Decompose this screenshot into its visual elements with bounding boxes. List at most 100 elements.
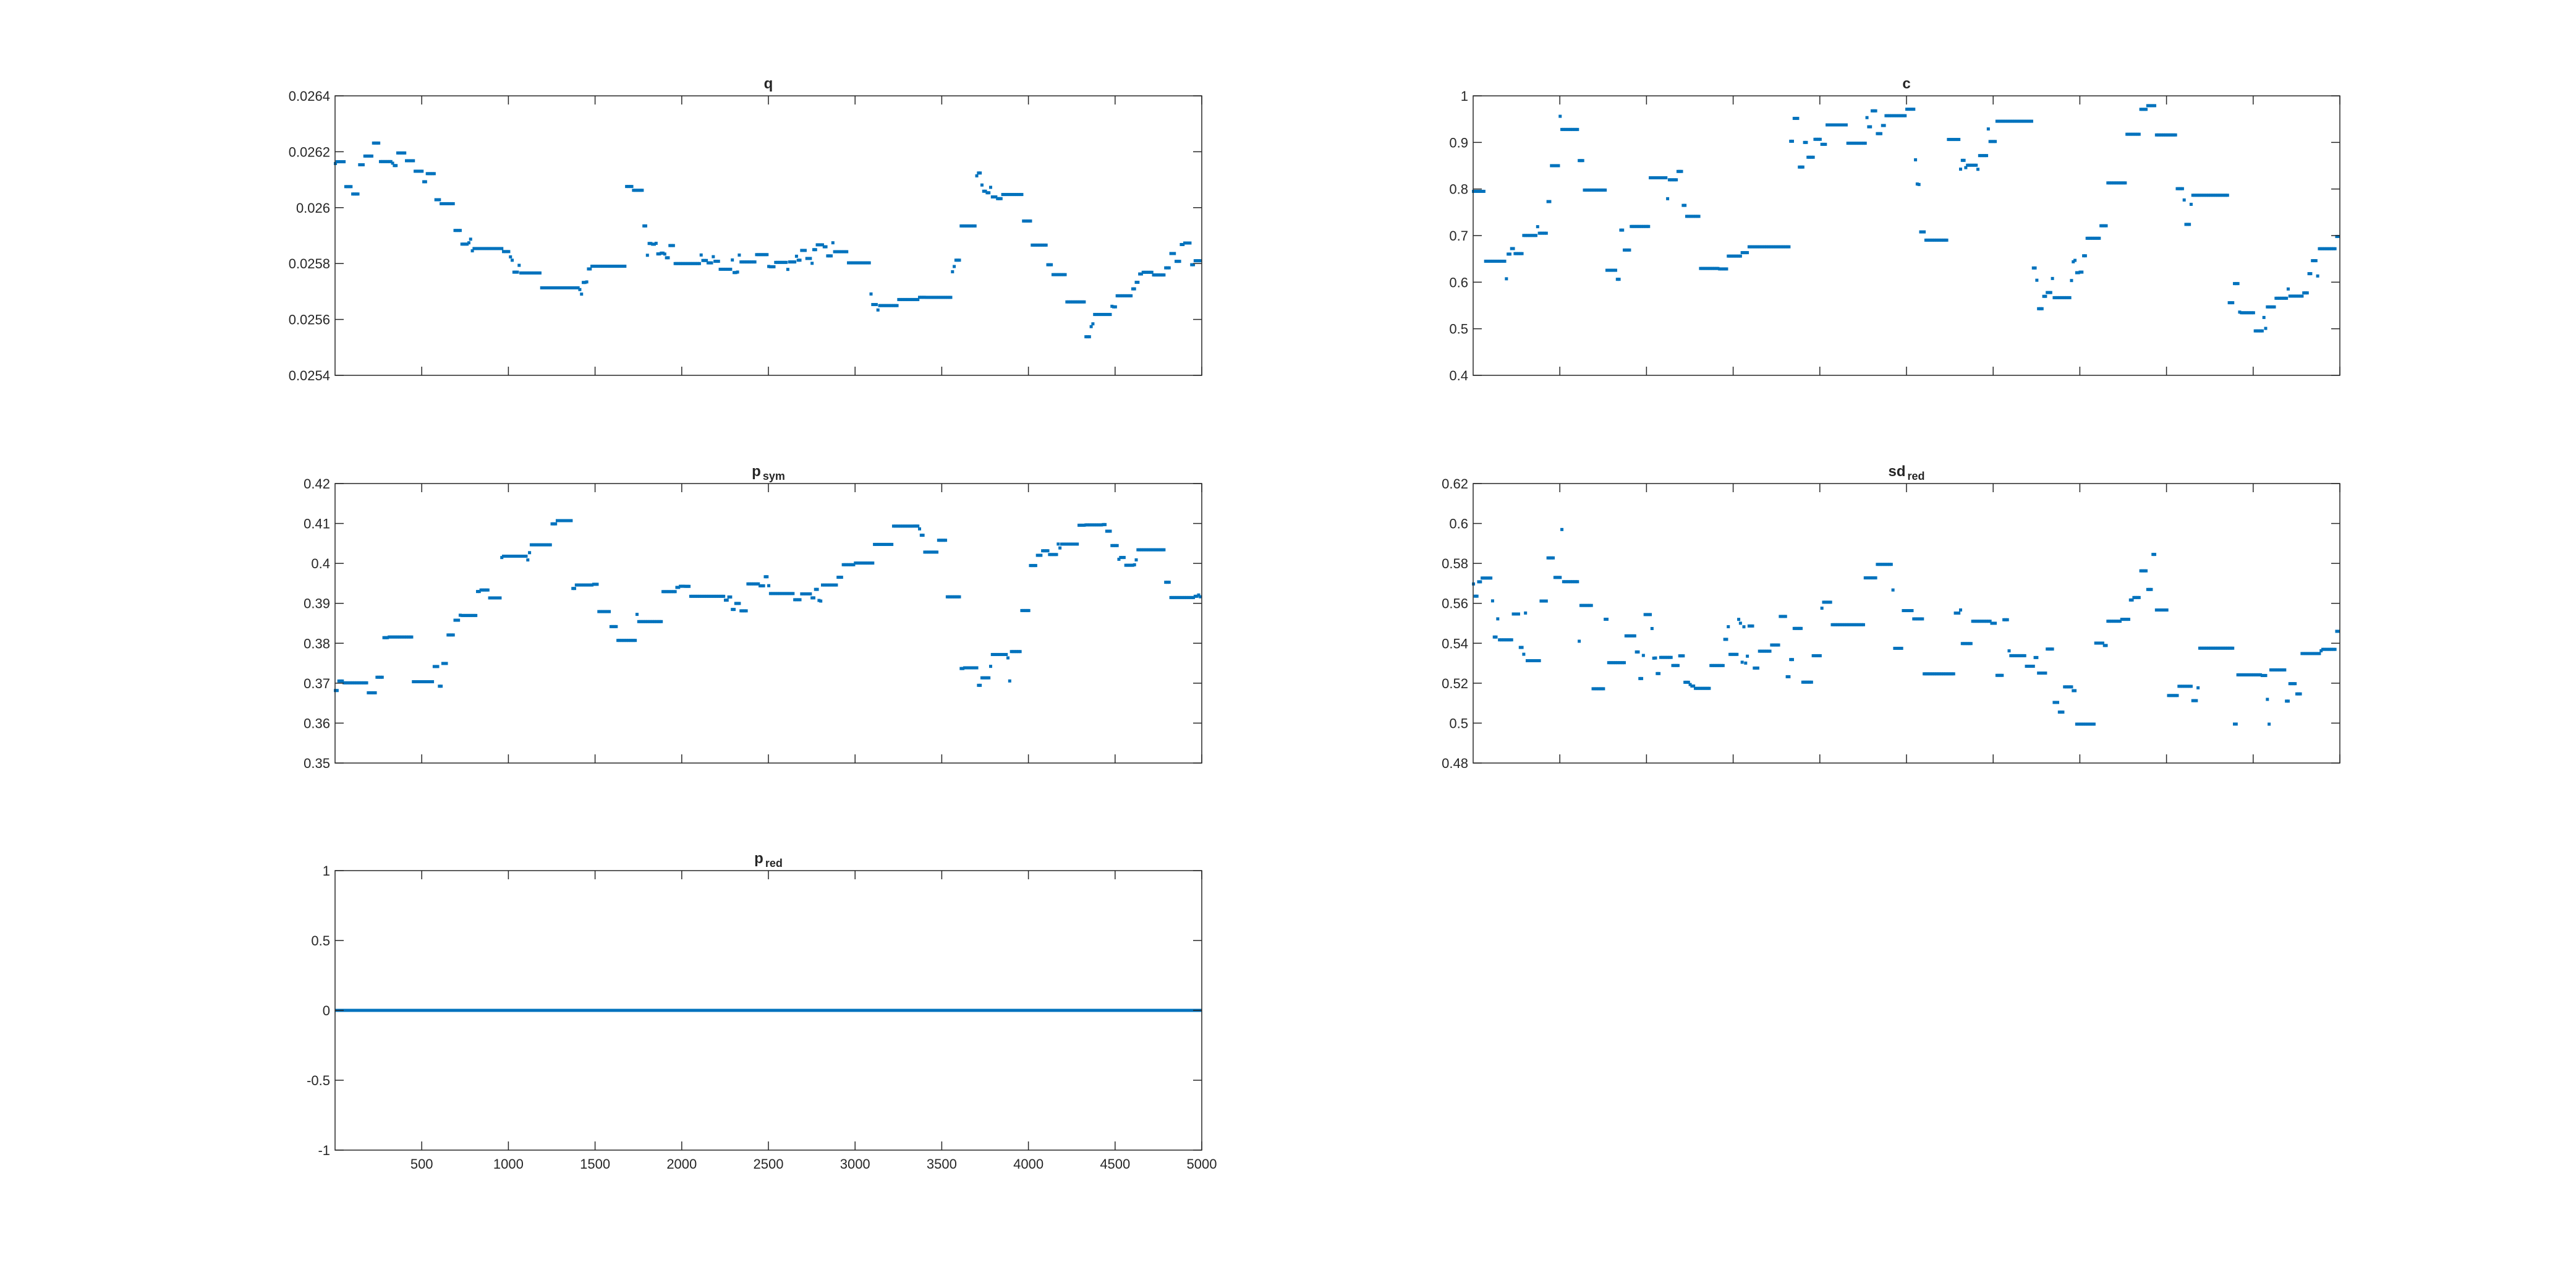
- data-point: [2005, 119, 2009, 123]
- data-point: [1008, 193, 1011, 197]
- data-point: [2070, 279, 2073, 283]
- data-point: [1011, 650, 1015, 654]
- data-point: [701, 594, 705, 598]
- data-point: [2089, 722, 2093, 726]
- data-point: [517, 263, 521, 267]
- data-point: [1876, 563, 1879, 566]
- data-point: [916, 297, 920, 301]
- data-point: [1747, 624, 1751, 628]
- data-point: [830, 583, 833, 587]
- data-point: [2139, 108, 2143, 111]
- y-tick-label: 0: [323, 1003, 330, 1018]
- data-point: [1067, 300, 1071, 304]
- data-point: [2108, 620, 2112, 623]
- data-point: [2092, 236, 2096, 240]
- data-point: [1609, 661, 1612, 665]
- y-tick-label: 0.8: [1449, 182, 1468, 197]
- data-point: [2188, 685, 2191, 688]
- data-point: [498, 247, 502, 250]
- data-point: [2337, 629, 2340, 633]
- data-point: [2154, 133, 2158, 137]
- data-point: [1686, 680, 1690, 684]
- data-point: [1955, 138, 1959, 142]
- y-tick-label: 0.52: [1442, 676, 1468, 691]
- data-point: [840, 250, 843, 254]
- data-point: [2118, 620, 2122, 623]
- data-point: [339, 679, 342, 683]
- data-point: [600, 610, 604, 613]
- data-point: [1525, 659, 1529, 662]
- data-point: [1119, 294, 1123, 297]
- data-point: [1475, 189, 1479, 193]
- data-point: [876, 542, 880, 546]
- data-point: [691, 594, 694, 598]
- data-point: [1583, 188, 1586, 192]
- data-point: [1598, 188, 1602, 192]
- x-tick-label: 1000: [493, 1156, 524, 1172]
- data-point: [1969, 642, 1973, 646]
- data-point: [352, 681, 356, 685]
- data-point: [661, 590, 665, 594]
- data-point: [2075, 271, 2078, 275]
- data-point: [1507, 638, 1510, 642]
- data-point: [712, 255, 715, 258]
- data-point: [746, 260, 750, 264]
- data-point: [399, 151, 403, 155]
- data-point: [414, 169, 417, 173]
- data-point: [535, 271, 538, 275]
- data-point: [2191, 699, 2195, 702]
- data-point: [1676, 663, 1680, 667]
- data-point: [415, 680, 419, 684]
- data-point: [1160, 273, 1164, 277]
- data-point: [396, 635, 400, 639]
- data-point: [1780, 245, 1784, 249]
- data-point: [1006, 193, 1010, 197]
- data-point: [462, 613, 465, 617]
- data-point: [895, 304, 899, 307]
- data-point: [2251, 673, 2255, 676]
- data-point: [977, 683, 980, 687]
- data-point: [1997, 673, 2000, 677]
- data-point: [1576, 127, 1579, 131]
- data-point: [979, 683, 982, 687]
- data-point: [574, 583, 578, 587]
- data-point: [777, 260, 781, 264]
- data-point: [1827, 600, 1830, 604]
- data-point: [757, 582, 760, 586]
- data-point: [1604, 188, 1607, 192]
- data-point: [953, 265, 956, 268]
- data-point: [1858, 623, 1862, 626]
- data-point: [1143, 270, 1147, 274]
- data-point: [800, 249, 804, 252]
- data-point: [1837, 623, 1841, 626]
- data-point: [524, 271, 528, 275]
- data-point: [1051, 553, 1055, 557]
- data-point: [1546, 556, 1550, 560]
- plot-area: [335, 96, 1202, 375]
- data-point: [1932, 672, 1936, 676]
- data-point: [679, 262, 682, 265]
- data-point: [2160, 608, 2164, 612]
- data-point: [757, 253, 760, 257]
- data-point: [2044, 294, 2047, 298]
- data-point: [712, 594, 715, 598]
- data-point: [814, 248, 817, 252]
- data-point: [2331, 247, 2335, 250]
- data-point: [1623, 248, 1626, 252]
- data-point: [1175, 595, 1178, 599]
- data-point: [999, 197, 1003, 200]
- data-point: [1702, 686, 1706, 690]
- data-point: [2184, 685, 2188, 688]
- data-point: [467, 241, 470, 245]
- data-point: [2331, 647, 2335, 651]
- data-point: [899, 524, 903, 528]
- data-point: [401, 151, 405, 155]
- data-point: [1936, 672, 1940, 676]
- x-tick-label: 1500: [580, 1156, 610, 1172]
- data-point: [2300, 652, 2304, 655]
- data-point: [342, 160, 346, 164]
- data-point: [614, 625, 618, 628]
- data-point: [1105, 313, 1108, 317]
- data-point: [729, 595, 733, 599]
